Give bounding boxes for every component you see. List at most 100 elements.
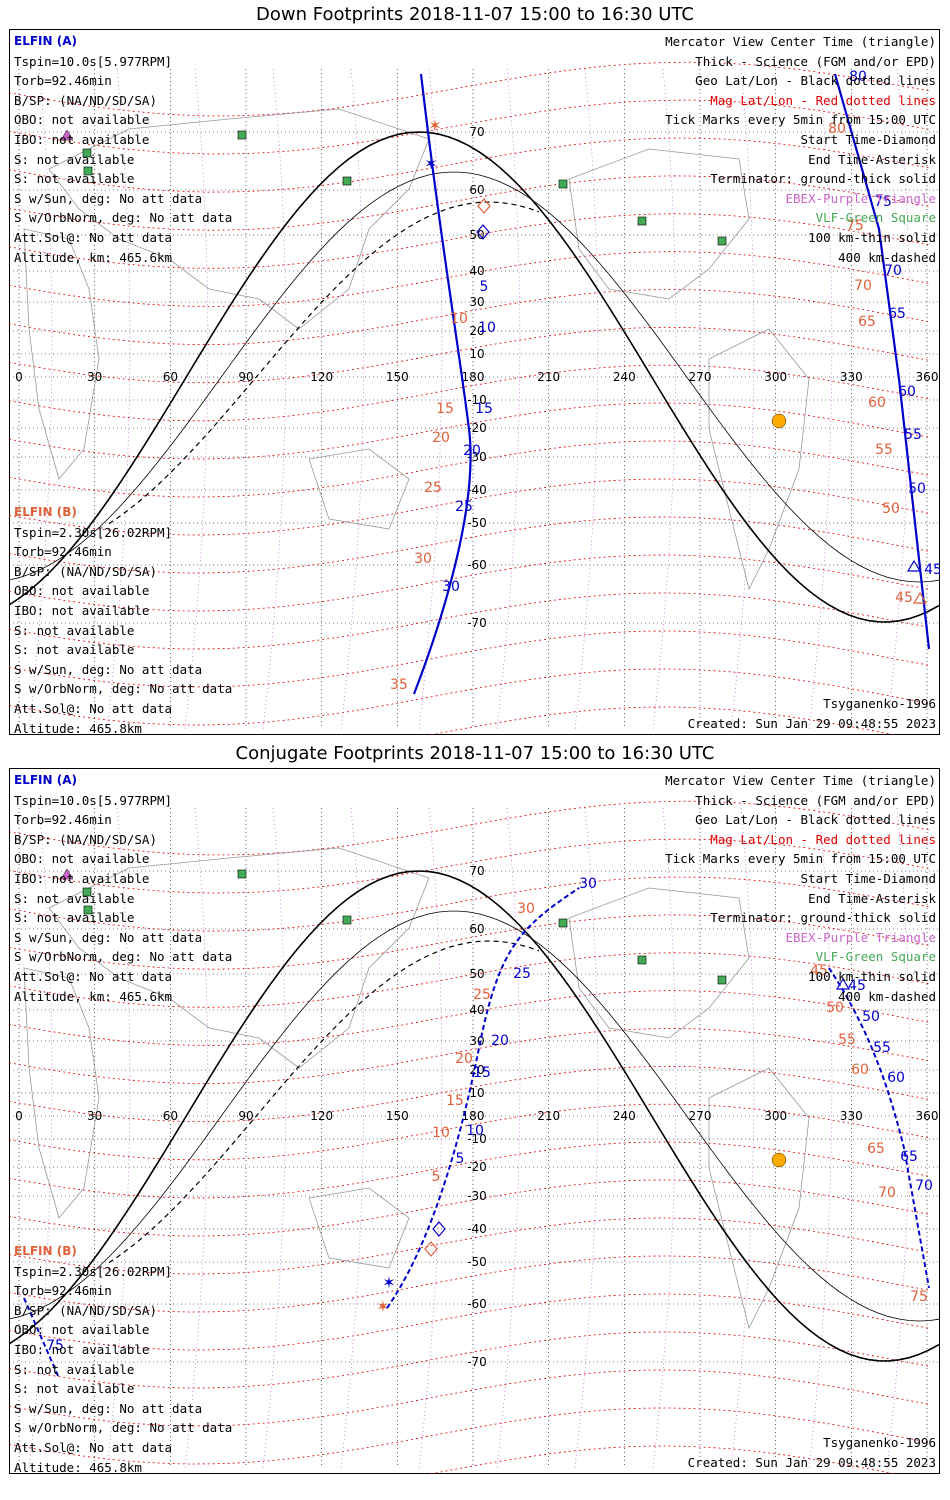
- continent-outline: [308, 448, 410, 530]
- legend-terminator: Terminator: ground-thick solid: [710, 171, 936, 187]
- latitude-label: -60: [467, 558, 487, 572]
- info-line: S w/OrbNorm, deg: No att data: [14, 1420, 233, 1436]
- longitude-label: 60: [163, 370, 178, 384]
- info-line: S w/Sun, deg: No att data: [14, 929, 203, 945]
- mercator-map: 0 30 60 90 120 150 180 210 240 270 300 330 360 70 60 50…: [9, 800, 940, 1474]
- track-b-mag-label: 65: [858, 314, 876, 330]
- latitude-label: -60: [467, 1297, 487, 1311]
- info-line: Att.Sol@: No att data: [14, 1439, 173, 1455]
- track-a-mag-label: 15: [436, 401, 454, 417]
- end-asterisk: ✶: [382, 1273, 395, 1292]
- info-line: S: not available: [14, 910, 135, 926]
- terminator-100km: [9, 171, 940, 583]
- info-line: S w/OrbNorm, deg: No att data: [14, 949, 233, 965]
- vlf-station-square: [342, 176, 352, 186]
- info-line: Torb=92.46min: [14, 1283, 112, 1299]
- sun-marker: [771, 413, 787, 429]
- track-b-tick-label: 75: [46, 1338, 64, 1354]
- latitude-label: -10: [467, 393, 487, 407]
- mag-longitude-line: [652, 68, 677, 730]
- track-a-tick-label: 25: [513, 966, 531, 982]
- longitude-label: 240: [613, 1109, 636, 1123]
- continent-outline: [708, 328, 810, 591]
- latitude-label: 10: [469, 347, 484, 361]
- mag-longitude-line: [28, 68, 53, 730]
- legend-vlf: VLF-Green Square: [815, 210, 936, 226]
- track-a-tick-label: 20: [491, 1033, 509, 1049]
- legend-start: Start Time-Diamond: [800, 131, 936, 147]
- longitude-label: 90: [238, 370, 253, 384]
- legend: Mercator View Center Time (triangle) Thi…: [665, 32, 936, 267]
- continent-outline: [568, 148, 750, 300]
- created-label: Created: Sun Jan 29 09:48:55 2023: [687, 715, 936, 731]
- map-frame: [9, 29, 940, 735]
- track-a-tick-label: 30: [579, 876, 597, 892]
- start-diamond-mag: [424, 1241, 438, 1257]
- track-a-tick-label: 5: [456, 1151, 465, 1167]
- legend-geo: Geo Lat/Lon - Black dotted lines: [695, 73, 936, 89]
- vlf-station-square: [83, 166, 93, 176]
- mag-longitude-line: [106, 807, 131, 1469]
- longitude-label: 120: [310, 370, 333, 384]
- down-footprints-panel: Down Footprints 2018-11-07 15:00 to 16:3…: [9, 4, 940, 736]
- mag-longitude-line: [340, 68, 365, 730]
- vlf-station-square: [237, 869, 247, 879]
- longitude-label: 270: [689, 1109, 712, 1123]
- panel-title: Conjugate Footprints 2018-11-07 15:00 to…: [235, 743, 715, 764]
- legend-end: End Time-Asterisk: [808, 151, 936, 167]
- legend: Mercator View Center Time (triangle) Thi…: [665, 771, 936, 1006]
- info-line: B/SP: (NA/ND/SD/SA): [14, 563, 157, 579]
- info-line: S: not available: [14, 1381, 135, 1397]
- center-triangle: [906, 559, 922, 572]
- map-frame: [9, 768, 940, 1474]
- elfin-b-track: [833, 73, 931, 650]
- mag-longitude-line: [730, 807, 755, 1469]
- info-line: S: not available: [14, 622, 135, 638]
- longitude-label: 180: [462, 370, 485, 384]
- track-b-mag-label: 75: [846, 218, 864, 234]
- legend-thick: Thick - Science (FGM and/or EPD): [695, 53, 936, 69]
- track-b-mag-label: 70: [854, 278, 872, 294]
- start-diamond: [432, 1221, 446, 1237]
- latitude-label: -30: [467, 1189, 487, 1203]
- sun-marker: [771, 1152, 787, 1168]
- longitude-label: 30: [87, 370, 102, 384]
- start-diamond: [476, 224, 490, 240]
- center-triangle: [835, 977, 851, 990]
- latitude-label: 20: [469, 324, 484, 338]
- info-line: S: not available: [14, 171, 135, 187]
- created-label: Created: Sun Jan 29 09:48:55 2023: [687, 1454, 936, 1470]
- longitude-label: 270: [689, 370, 712, 384]
- elfin-b-track-wrap: [23, 1297, 60, 1379]
- info-line: S: not available: [14, 890, 135, 906]
- vlf-station-square: [82, 887, 92, 897]
- track-b-tick-label: 60: [887, 1070, 905, 1086]
- legend-ticks: Tick Marks every 5min from 15:00 UTC: [665, 851, 936, 867]
- latitude-label: 60: [469, 183, 484, 197]
- latitude-label: 70: [469, 864, 484, 878]
- conjugate-footprints-panel: Conjugate Footprints 2018-11-07 15:00 to…: [0, 739, 950, 1489]
- longitude-label: 300: [764, 1109, 787, 1123]
- track-b-mag-label: 70: [878, 1185, 896, 1201]
- elfin-a-info: ELFIN (A) Tspin=10.0s[5.977RPM] Torb=92.…: [14, 32, 232, 267]
- track-a-mag-label: 35: [390, 677, 408, 693]
- track-b-tick-label: 55: [873, 1040, 891, 1056]
- continent-outline: [23, 228, 100, 480]
- track-b-tick-label: 65: [900, 1149, 918, 1165]
- info-line: Torb=92.46min: [14, 73, 112, 89]
- end-asterisk-mag: ✶: [376, 1297, 389, 1316]
- track-b-mag-label: 60: [851, 1062, 869, 1078]
- longitude-label: 300: [764, 370, 787, 384]
- latitude-label: 40: [469, 1003, 484, 1017]
- track-a-tick-label: 5: [480, 279, 489, 295]
- mag-longitude-line: [652, 807, 677, 1469]
- continent-outline: [568, 887, 750, 1039]
- continent-outline: [48, 108, 430, 330]
- terminator-100km: [9, 910, 940, 1322]
- elfin-a-info: ELFIN (A) Tspin=10.0s[5.977RPM] Torb=92.…: [14, 771, 232, 1006]
- track-a-mag-label: 10: [432, 1125, 450, 1141]
- terminator-ground: [9, 131, 940, 623]
- vlf-station-square: [637, 216, 647, 226]
- info-line: S w/OrbNorm, deg: No att data: [14, 681, 233, 697]
- info-line: Altitude: 465.8km: [14, 1459, 142, 1475]
